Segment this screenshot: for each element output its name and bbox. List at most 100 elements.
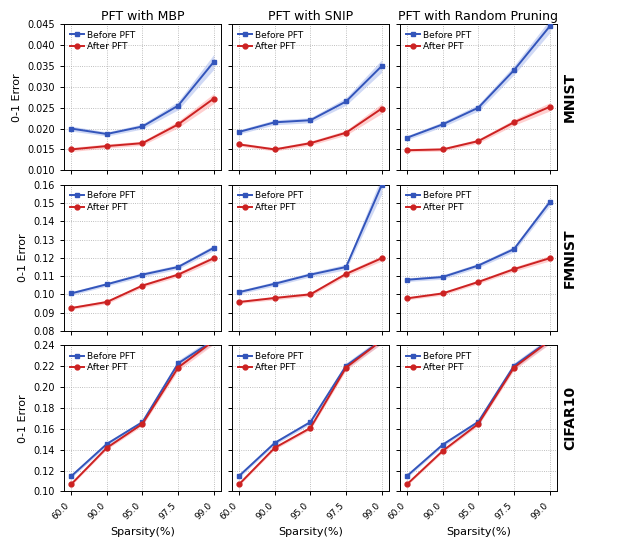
Before PFT xyxy=(474,418,482,425)
After PFT xyxy=(67,146,75,153)
After PFT xyxy=(474,279,482,285)
After PFT xyxy=(474,138,482,144)
Line: After PFT: After PFT xyxy=(404,256,552,301)
Before PFT xyxy=(342,264,350,270)
Before PFT xyxy=(307,419,314,426)
After PFT xyxy=(307,425,314,431)
After PFT xyxy=(103,444,111,451)
Before PFT xyxy=(139,123,147,130)
X-axis label: Sparsity(%): Sparsity(%) xyxy=(446,526,511,537)
Before PFT xyxy=(236,129,243,135)
After PFT xyxy=(342,271,350,277)
After PFT xyxy=(210,95,218,102)
Before PFT xyxy=(546,199,554,205)
Before PFT xyxy=(510,362,518,369)
Line: After PFT: After PFT xyxy=(68,96,216,152)
Before PFT xyxy=(103,131,111,137)
Line: Before PFT: Before PFT xyxy=(237,64,384,134)
Line: After PFT: After PFT xyxy=(237,338,384,487)
After PFT xyxy=(271,146,278,153)
After PFT xyxy=(546,255,554,261)
After PFT xyxy=(236,481,243,488)
Line: Before PFT: Before PFT xyxy=(404,24,552,140)
X-axis label: Sparsity(%): Sparsity(%) xyxy=(110,526,175,537)
Before PFT xyxy=(307,272,314,278)
Before PFT xyxy=(174,103,182,109)
Before PFT xyxy=(210,337,218,343)
Before PFT xyxy=(174,360,182,367)
Before PFT xyxy=(510,67,518,73)
After PFT xyxy=(546,338,554,344)
Legend: Before PFT, After PFT: Before PFT, After PFT xyxy=(68,190,138,214)
After PFT xyxy=(103,299,111,305)
Before PFT xyxy=(103,281,111,287)
Before PFT xyxy=(67,290,75,296)
Legend: Before PFT, After PFT: Before PFT, After PFT xyxy=(404,350,474,374)
X-axis label: Sparsity(%): Sparsity(%) xyxy=(278,526,343,537)
Before PFT xyxy=(546,23,554,30)
Before PFT xyxy=(439,274,447,280)
After PFT xyxy=(439,290,447,296)
Legend: Before PFT, After PFT: Before PFT, After PFT xyxy=(68,29,138,53)
Y-axis label: 0-1 Error: 0-1 Error xyxy=(18,394,28,443)
Before PFT xyxy=(271,119,278,125)
Text: MNIST: MNIST xyxy=(563,72,577,123)
After PFT xyxy=(378,255,385,261)
Legend: Before PFT, After PFT: Before PFT, After PFT xyxy=(236,29,305,53)
Line: Before PFT: Before PFT xyxy=(68,59,216,137)
Text: CIFAR10: CIFAR10 xyxy=(563,386,577,450)
Before PFT xyxy=(342,98,350,105)
Text: FMNIST: FMNIST xyxy=(563,228,577,288)
After PFT xyxy=(378,337,385,343)
Before PFT xyxy=(439,121,447,127)
Before PFT xyxy=(236,472,243,479)
Before PFT xyxy=(474,262,482,269)
After PFT xyxy=(174,272,182,278)
After PFT xyxy=(474,421,482,427)
Legend: Before PFT, After PFT: Before PFT, After PFT xyxy=(236,190,305,214)
Before PFT xyxy=(210,245,218,251)
After PFT xyxy=(67,481,75,488)
Before PFT xyxy=(307,117,314,124)
Line: After PFT: After PFT xyxy=(237,256,384,305)
Legend: Before PFT, After PFT: Before PFT, After PFT xyxy=(236,350,305,374)
Before PFT xyxy=(271,280,278,287)
Y-axis label: 0-1 Error: 0-1 Error xyxy=(18,233,28,282)
After PFT xyxy=(210,255,218,261)
After PFT xyxy=(342,130,350,136)
After PFT xyxy=(403,481,411,488)
Before PFT xyxy=(546,337,554,343)
After PFT xyxy=(403,295,411,302)
Line: Before PFT: Before PFT xyxy=(404,338,552,478)
Before PFT xyxy=(510,246,518,252)
Line: After PFT: After PFT xyxy=(237,106,384,152)
After PFT xyxy=(378,105,385,112)
After PFT xyxy=(236,141,243,147)
Before PFT xyxy=(67,125,75,132)
After PFT xyxy=(210,338,218,344)
Before PFT xyxy=(439,441,447,448)
After PFT xyxy=(307,291,314,298)
Line: Before PFT: Before PFT xyxy=(237,338,384,478)
Before PFT xyxy=(474,104,482,111)
After PFT xyxy=(439,146,447,153)
Line: After PFT: After PFT xyxy=(68,256,216,310)
After PFT xyxy=(139,282,147,289)
Line: Before PFT: Before PFT xyxy=(237,183,384,295)
Line: After PFT: After PFT xyxy=(404,104,552,153)
Title: PFT with MBP: PFT with MBP xyxy=(100,10,184,23)
Before PFT xyxy=(210,59,218,65)
After PFT xyxy=(236,299,243,305)
After PFT xyxy=(139,421,147,427)
Line: After PFT: After PFT xyxy=(404,338,552,487)
After PFT xyxy=(67,305,75,311)
Before PFT xyxy=(236,289,243,295)
After PFT xyxy=(271,295,278,301)
Title: PFT with SNIP: PFT with SNIP xyxy=(268,10,353,23)
Before PFT xyxy=(174,264,182,270)
Before PFT xyxy=(403,134,411,141)
After PFT xyxy=(510,266,518,272)
Before PFT xyxy=(378,181,385,188)
Before PFT xyxy=(378,337,385,343)
Line: Before PFT: Before PFT xyxy=(404,200,552,282)
